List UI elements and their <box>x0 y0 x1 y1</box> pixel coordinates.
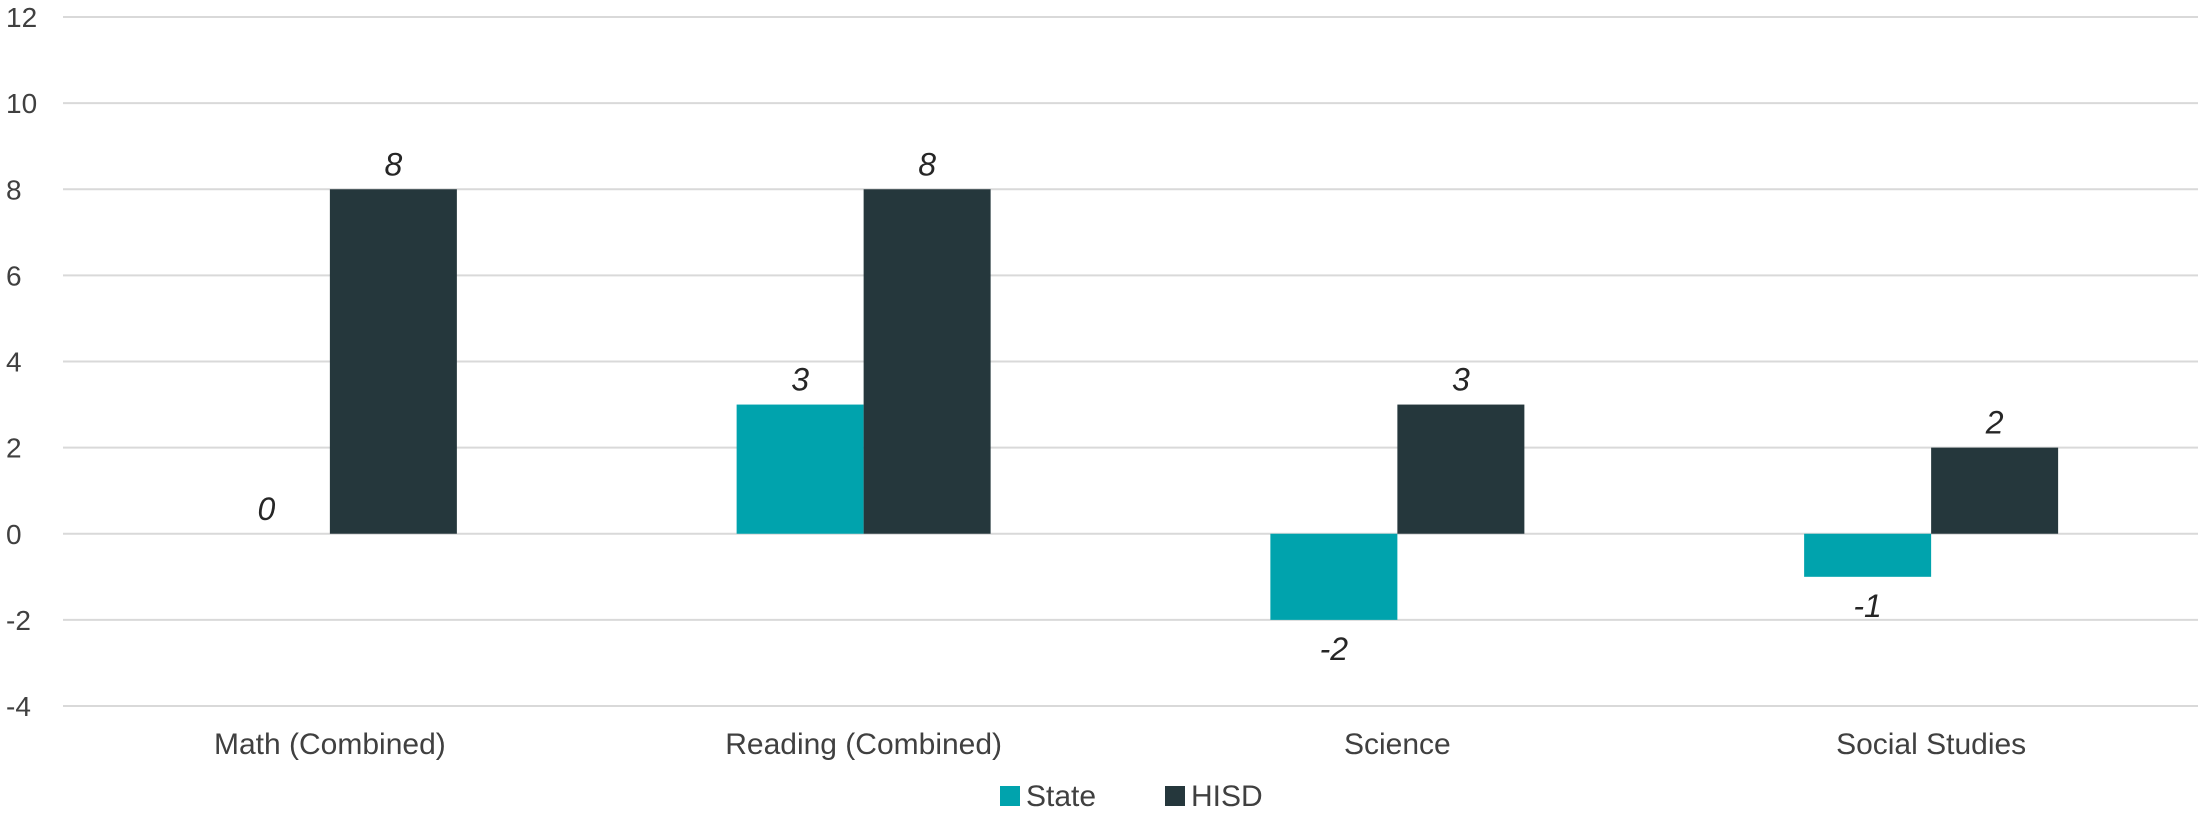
data-label: -2 <box>1320 631 1349 667</box>
data-label: 0 <box>257 491 275 527</box>
x-category-label: Social Studies <box>1836 728 2026 761</box>
legend-label-state: State <box>1026 780 1096 813</box>
x-category-label: Science <box>1344 728 1451 761</box>
legend-swatch-state <box>1000 786 1020 806</box>
y-tick-label: 10 <box>6 88 37 119</box>
bar-state-2 <box>1270 533 1398 620</box>
y-tick-label: 6 <box>6 260 22 291</box>
legend-label-hisd: HISD <box>1191 780 1263 813</box>
x-category-label: Reading (Combined) <box>725 728 1002 761</box>
y-tick-label: -4 <box>6 691 31 722</box>
y-tick-label: -2 <box>6 605 31 636</box>
data-label: 3 <box>1452 362 1470 398</box>
y-tick-label: 4 <box>6 347 22 378</box>
bar-state-3 <box>1804 533 1932 577</box>
bar-hisd-1 <box>863 189 991 534</box>
y-tick-label: 2 <box>6 433 22 464</box>
data-label: 8 <box>918 146 936 182</box>
y-tick-label: 8 <box>6 174 22 205</box>
bar-hisd-0 <box>329 189 457 534</box>
data-label: 2 <box>1985 405 2004 441</box>
legend-swatch-hisd <box>1165 786 1185 806</box>
bar-hisd-2 <box>1397 404 1525 534</box>
x-category-label: Math (Combined) <box>214 728 446 761</box>
bar-state-1 <box>736 404 864 534</box>
data-label: 3 <box>791 362 809 398</box>
data-label: 8 <box>384 146 402 182</box>
data-label: -1 <box>1853 588 1881 624</box>
y-tick-label: 0 <box>6 519 22 550</box>
bar-hisd-3 <box>1931 447 2059 534</box>
y-tick-label: 12 <box>6 2 37 33</box>
